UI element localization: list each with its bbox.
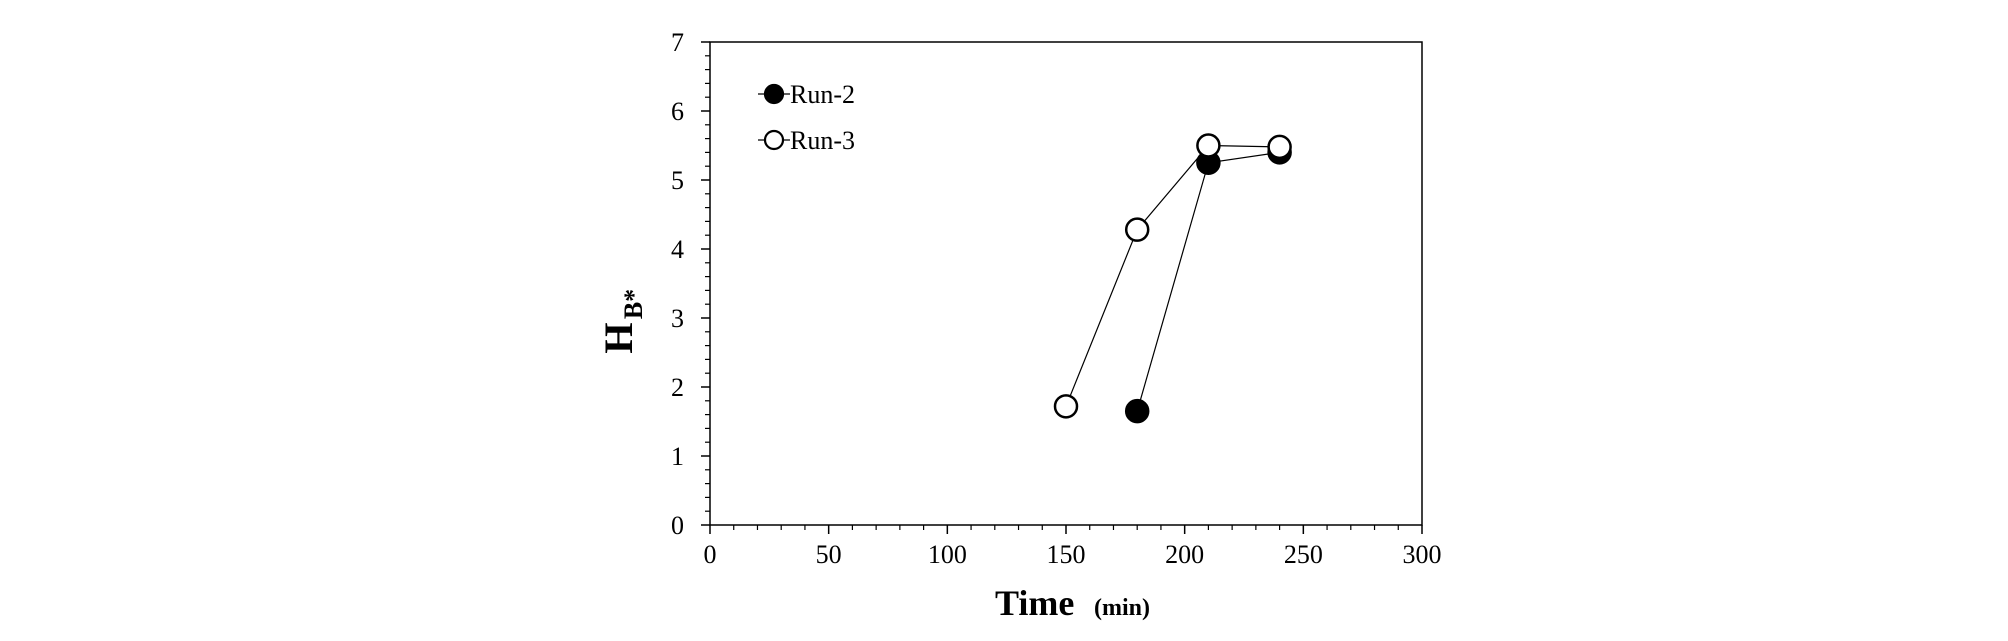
x-tick-label: 100 xyxy=(928,540,967,569)
y-tick-label: 5 xyxy=(671,166,684,195)
y-axis-label-subscript: B* xyxy=(619,289,648,319)
plot-frame xyxy=(709,41,1423,526)
x-tick-label: 300 xyxy=(1403,540,1442,569)
x-tick-label: 200 xyxy=(1165,540,1204,569)
y-tick-label: 6 xyxy=(671,97,684,126)
y-axis-label: H xyxy=(596,322,641,353)
y-tick-label: 4 xyxy=(671,235,684,264)
data-point-run-3 xyxy=(1053,394,1079,419)
y-axis-ticks: 0 1 2 3 4 5 6 7 xyxy=(671,28,710,540)
data-point-run-3 xyxy=(1267,134,1292,160)
x-axis-ticks: 0 50 100 150 200 250 300 xyxy=(704,525,1442,569)
data-point-run-3 xyxy=(1196,133,1221,158)
y-axis-label-group: H B* xyxy=(596,289,648,354)
legend-marker xyxy=(763,83,785,105)
legend-marker xyxy=(763,129,785,151)
x-axis-unit: (min) xyxy=(1094,595,1150,621)
x-tick-label: 0 xyxy=(704,540,717,569)
x-tick-label: 50 xyxy=(816,540,842,569)
legend-label: Run-3 xyxy=(790,126,855,155)
data-point-run-3 xyxy=(1124,217,1150,242)
legend-label: Run-2 xyxy=(790,80,855,109)
x-tick-label: 150 xyxy=(1047,540,1086,569)
series-line-run-3 xyxy=(1065,144,1280,407)
series-layer xyxy=(1053,133,1292,424)
y-tick-label: 7 xyxy=(671,28,684,57)
series-line-run-2 xyxy=(1136,151,1280,412)
y-tick-label: 2 xyxy=(671,373,684,402)
legend: Run-2 Run-3 xyxy=(758,80,855,155)
y-tick-label: 0 xyxy=(671,511,684,540)
x-axis-label: Time xyxy=(995,583,1074,623)
x-tick-label: 250 xyxy=(1284,540,1323,569)
y-tick-label: 1 xyxy=(671,442,684,471)
y-tick-label: 3 xyxy=(671,304,684,333)
data-point-run-2 xyxy=(1124,398,1150,424)
